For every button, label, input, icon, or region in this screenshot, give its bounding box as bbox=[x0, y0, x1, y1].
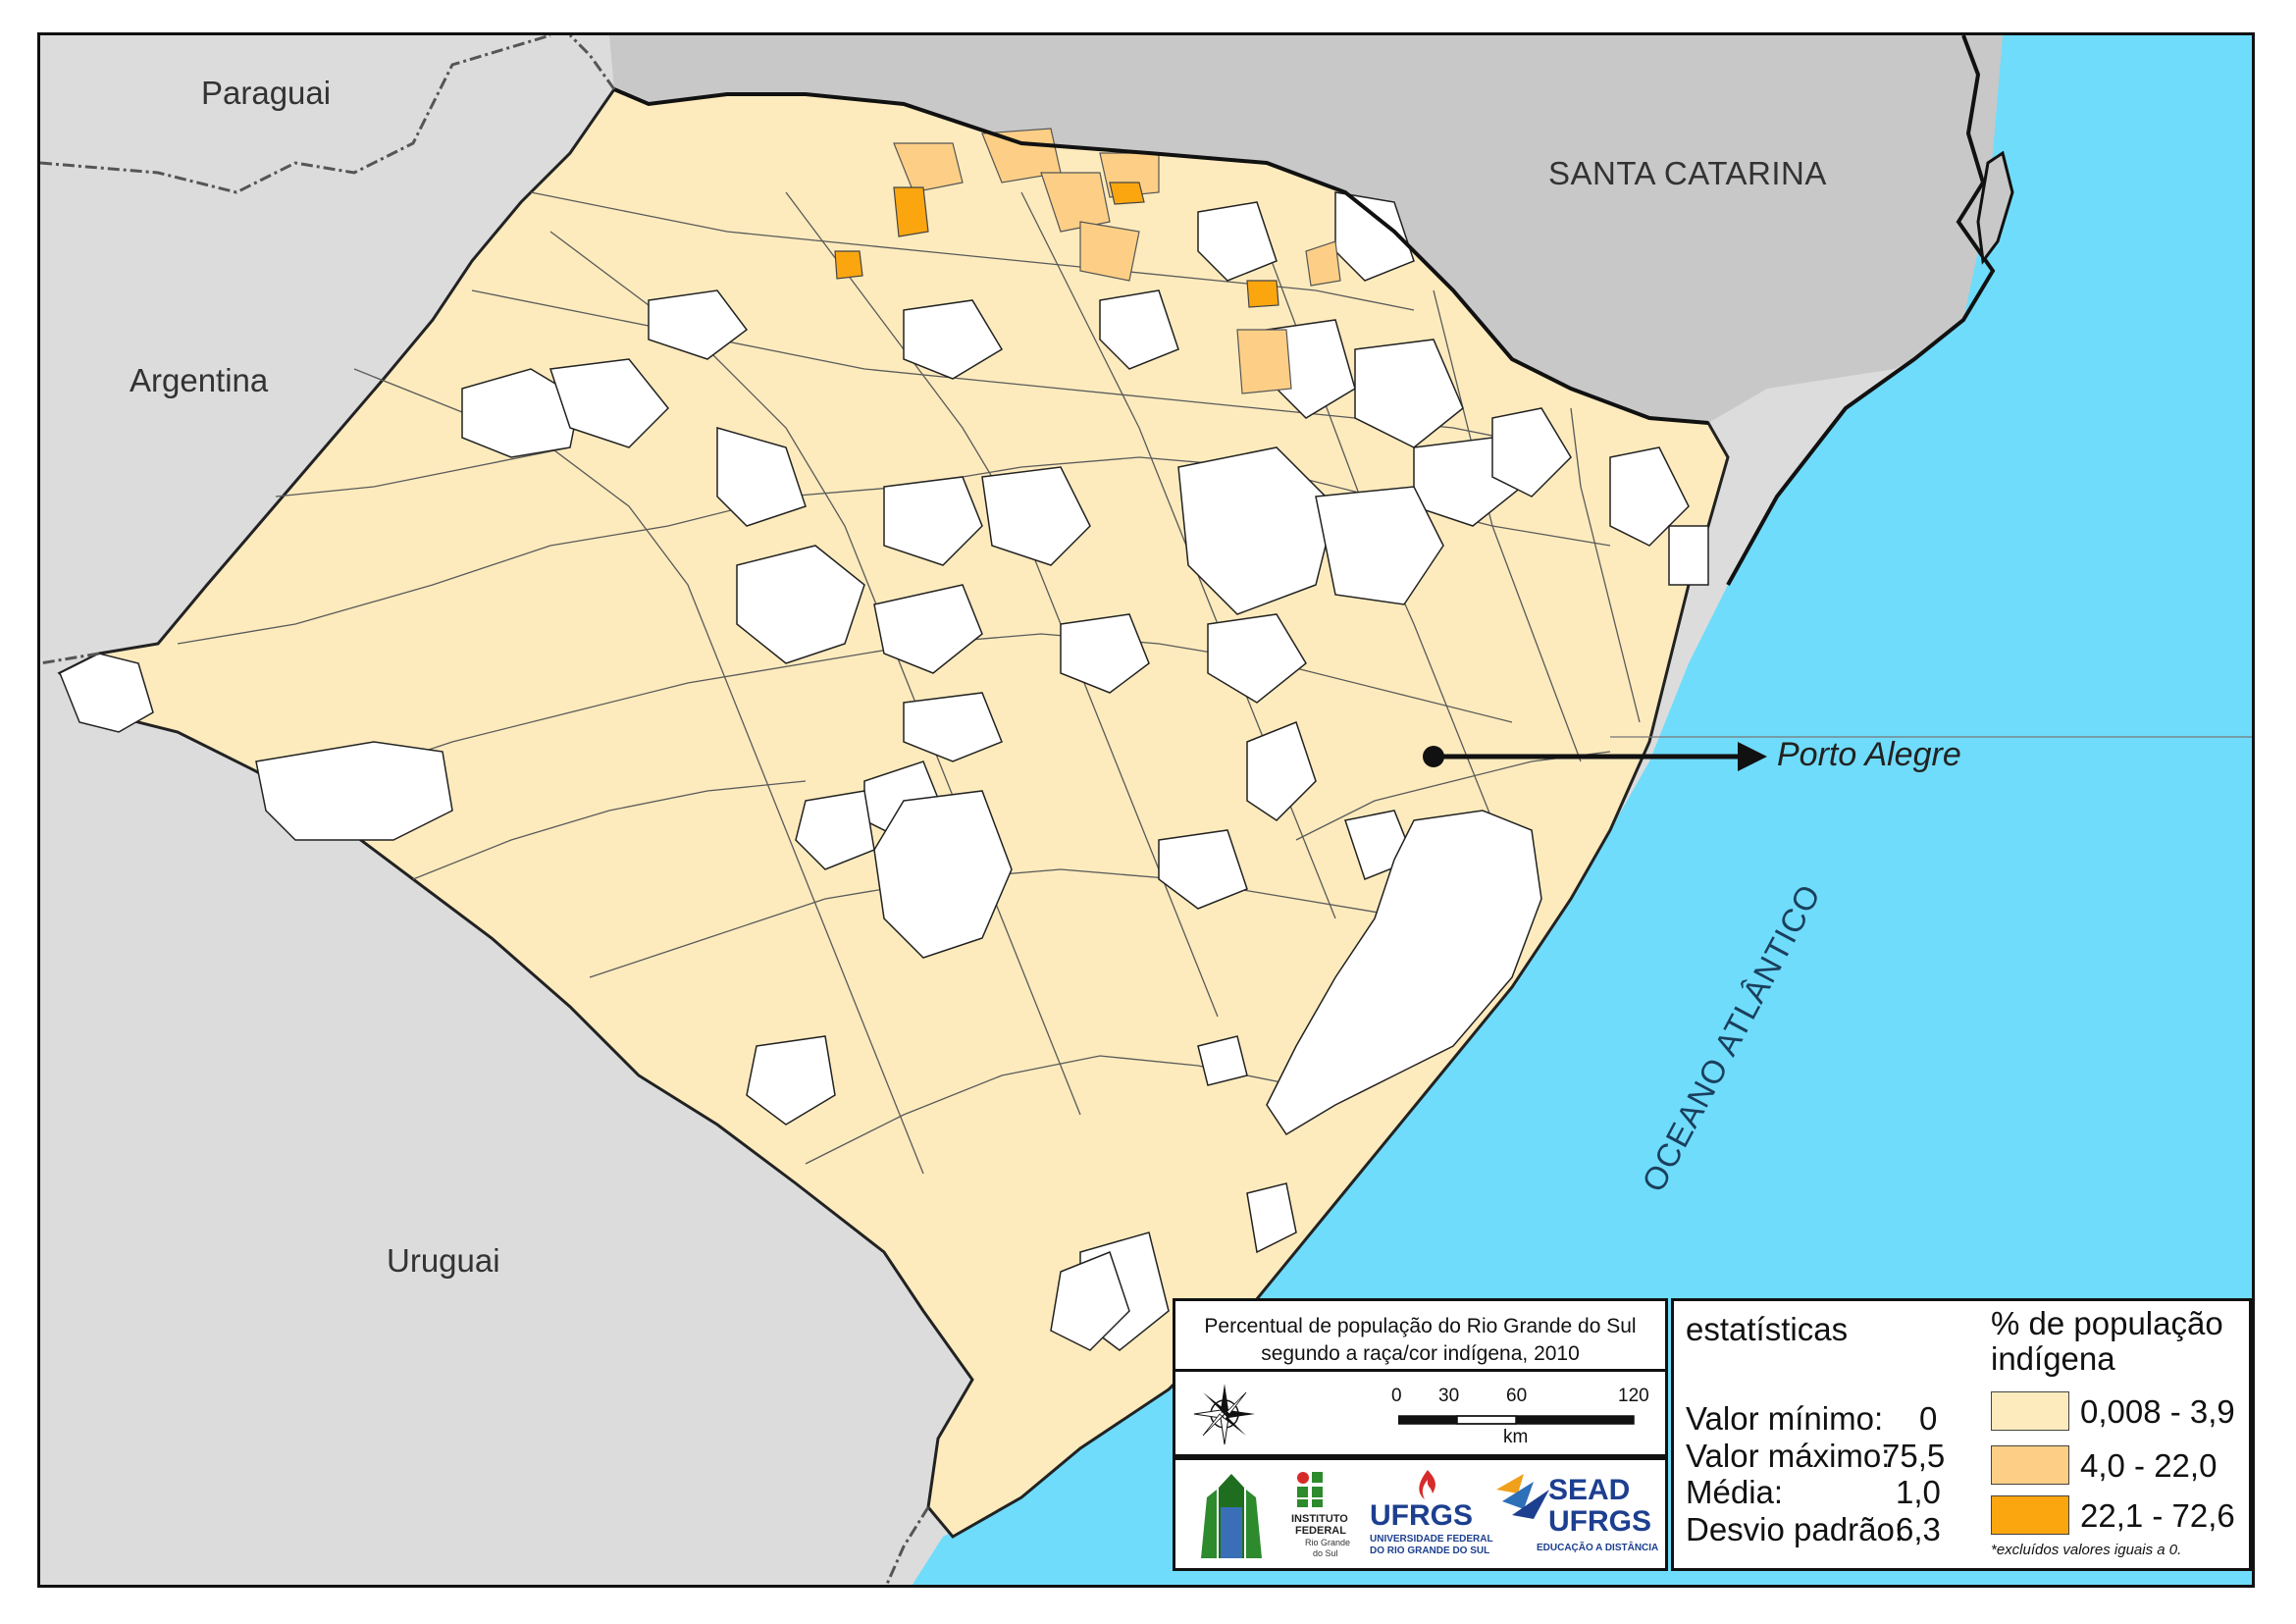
legend-label-2: 4,0 - 22,0 bbox=[2080, 1447, 2218, 1484]
stat-max-value: 75,5 bbox=[1882, 1438, 1946, 1474]
stat-min-label: Valor mínimo: bbox=[1686, 1400, 1884, 1437]
porto-alegre-arrowhead bbox=[1738, 742, 1767, 771]
legend-note: *excluídos valores iguais a 0. bbox=[1991, 1542, 2182, 1558]
stats-heading: estatísticas bbox=[1686, 1311, 1849, 1347]
legend-swatch-3 bbox=[1991, 1495, 2069, 1535]
label-santa-catarina: SANTA CATARINA bbox=[1548, 155, 1827, 191]
stat-max-label: Valor máximo: bbox=[1686, 1438, 1891, 1474]
ufrgs-sub-line2: DO RIO GRANDE DO SUL bbox=[1370, 1545, 1490, 1556]
class-2-municipalities bbox=[893, 128, 1341, 394]
scale-tick-0: 0 bbox=[1391, 1386, 1402, 1406]
instituto-line2: FEDERAL bbox=[1295, 1525, 1346, 1537]
map-title-line1: Percentual de população do Rio Grande do… bbox=[1204, 1315, 1637, 1337]
label-paraguai: Paraguai bbox=[201, 75, 332, 111]
scale-box: 0 30 60 120 km bbox=[1173, 1369, 1668, 1457]
building-logo-icon bbox=[1201, 1474, 1262, 1558]
label-uruguai: Uruguai bbox=[387, 1242, 500, 1279]
scale-unit: km bbox=[1503, 1427, 1529, 1447]
sead-logo-icon bbox=[1496, 1474, 1549, 1519]
label-argentina: Argentina bbox=[130, 362, 269, 398]
legend-label-3: 22,1 - 72,6 bbox=[2080, 1497, 2235, 1534]
instituto-federal-icon bbox=[1297, 1472, 1323, 1507]
country-borders bbox=[40, 35, 930, 1585]
stats-legend-box: estatísticas Valor mínimo: 0 Valor máxim… bbox=[1671, 1298, 2252, 1571]
santa-catarina-area bbox=[609, 35, 2003, 423]
stat-min-value: 0 bbox=[1919, 1400, 1938, 1437]
compass-rose-icon bbox=[1193, 1384, 1255, 1445]
legend-heading-line2: indígena bbox=[1991, 1340, 2115, 1377]
stat-sd-value: 6,3 bbox=[1896, 1511, 1941, 1547]
ocean-area bbox=[912, 35, 2252, 1585]
map-frame: Paraguai Argentina Uruguai SANTA CATARIN… bbox=[37, 32, 2255, 1588]
instituto-line3: Rio Grande bbox=[1305, 1538, 1351, 1547]
ufrgs-logo-text: UFRGS bbox=[1370, 1499, 1473, 1532]
scale-tick-120: 120 bbox=[1618, 1386, 1649, 1406]
label-porto-alegre: Porto Alegre bbox=[1777, 736, 1961, 773]
lagoons bbox=[1050, 810, 1542, 1351]
scale-tick-60: 60 bbox=[1506, 1386, 1528, 1406]
sead-sub-text: EDUCAÇÃO A DISTÂNCIA bbox=[1537, 1543, 1659, 1553]
instituto-line1: INSTITUTO bbox=[1291, 1513, 1348, 1525]
stat-sd-label: Desvio padrão: bbox=[1686, 1511, 1904, 1547]
class-3-municipalities bbox=[834, 182, 1279, 308]
legend-heading-line1: % de população bbox=[1991, 1305, 2223, 1341]
scale-tick-30: 30 bbox=[1438, 1386, 1460, 1406]
sead-ufrgs-text: UFRGS bbox=[1548, 1505, 1651, 1538]
scale-bar bbox=[1398, 1415, 1635, 1425]
no-data-municipalities bbox=[59, 191, 1709, 1351]
legend-label-1: 0,008 - 3,9 bbox=[2080, 1393, 2235, 1430]
island bbox=[1976, 150, 2014, 265]
rs-state-outline bbox=[613, 87, 1709, 425]
stat-mean-value: 1,0 bbox=[1896, 1474, 1941, 1510]
instituto-line4: do Sul bbox=[1313, 1548, 1338, 1558]
legend-swatch-2 bbox=[1991, 1445, 2069, 1485]
map-title-line2: segundo a raça/cor indígena, 2010 bbox=[1261, 1342, 1580, 1365]
map-title-box: Percentual de população do Rio Grande do… bbox=[1173, 1298, 1668, 1382]
legend-swatch-1 bbox=[1991, 1391, 2069, 1431]
ufrgs-flame-icon bbox=[1419, 1470, 1435, 1499]
sead-logo-text: SEAD bbox=[1548, 1474, 1631, 1506]
logos-box: INSTITUTO FEDERAL Rio Grande do Sul UFRG… bbox=[1173, 1457, 1668, 1571]
ufrgs-sub-line1: UNIVERSIDADE FEDERAL bbox=[1370, 1534, 1493, 1545]
sc-coastline bbox=[1726, 35, 1996, 586]
stat-mean-label: Média: bbox=[1686, 1474, 1784, 1510]
map-canvas bbox=[40, 35, 2252, 1585]
